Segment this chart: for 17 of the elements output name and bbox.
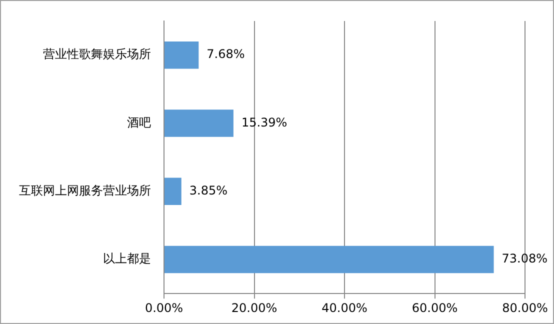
bar xyxy=(164,110,234,137)
bar xyxy=(164,41,199,69)
data-label: 3.85% xyxy=(189,184,228,198)
data-label: 15.39% xyxy=(241,115,288,130)
y-tick-label: 以上都是 xyxy=(103,252,151,266)
x-tick-label: 20.00% xyxy=(231,300,278,315)
y-tick-label: 互联网上网服务营业场所 xyxy=(19,184,151,198)
bar xyxy=(164,178,182,206)
data-label: 7.68% xyxy=(206,47,245,62)
y-tick-label: 酒吧 xyxy=(127,115,151,130)
x-tick-label: 80.00% xyxy=(502,300,548,315)
x-tick-label: 40.00% xyxy=(322,300,368,315)
x-tick-label: 60.00% xyxy=(412,300,458,315)
y-tick-label: 营业性歌舞娱乐场所 xyxy=(43,47,151,62)
x-tick-label: 0.00% xyxy=(144,300,184,315)
data-label: 73.08% xyxy=(502,252,548,266)
bar xyxy=(164,246,494,274)
